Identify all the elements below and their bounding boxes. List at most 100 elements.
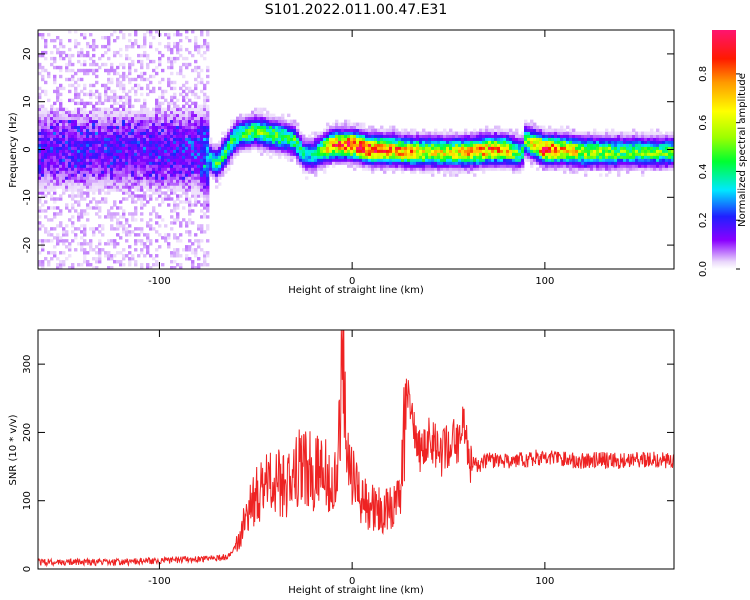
heatmap-cell: [359, 122, 363, 126]
heatmap-cell: [281, 119, 285, 124]
heatmap-cell: [284, 149, 288, 153]
heatmap-cell: [584, 167, 588, 171]
heatmap-cell: [254, 134, 258, 138]
heatmap-cell: [65, 167, 69, 171]
heatmap-cell: [653, 131, 657, 135]
heatmap-cell: [65, 170, 69, 174]
heatmap-cell: [128, 128, 132, 132]
heatmap-cell: [566, 164, 570, 168]
heatmap-cell: [68, 188, 72, 192]
heatmap-cell: [41, 140, 45, 144]
heatmap-cell: [248, 140, 252, 144]
heatmap-cell: [92, 188, 96, 192]
heatmap-cell: [185, 65, 189, 70]
heatmap-cell: [122, 134, 126, 138]
heatmap-cell: [557, 149, 561, 153]
heatmap-cell: [299, 137, 303, 141]
heatmap-cell: [203, 170, 207, 174]
heatmap-cell: [203, 92, 207, 97]
heatmap-cell: [92, 227, 96, 231]
heatmap-cell: [41, 248, 45, 252]
heatmap-cell: [257, 140, 261, 144]
heatmap-cell: [44, 146, 48, 150]
heatmap-cell: [554, 161, 558, 165]
heatmap-cell: [200, 143, 204, 147]
heatmap-cell: [461, 140, 465, 144]
heatmap-cell: [521, 155, 525, 159]
heatmap-cell: [641, 149, 645, 153]
heatmap-cell: [170, 62, 174, 67]
heatmap-cell: [95, 155, 99, 159]
heatmap-cell: [299, 134, 303, 138]
heatmap-cell: [119, 134, 123, 138]
heatmap-cell: [203, 44, 207, 49]
heatmap-cell: [101, 101, 105, 106]
heatmap-cell: [50, 194, 54, 198]
heatmap-cell: [350, 143, 354, 147]
colorbar-tick-label: 0.4: [698, 163, 709, 179]
heatmap-cell: [581, 134, 585, 138]
heatmap-cell: [116, 161, 120, 165]
heatmap-cell: [38, 116, 42, 121]
heatmap-cell: [470, 167, 474, 171]
heatmap-cell: [188, 89, 192, 94]
heatmap-cell: [146, 200, 150, 204]
heatmap-cell: [191, 203, 195, 207]
heatmap-cell: [422, 152, 426, 156]
heatmap-cell: [368, 137, 372, 141]
heatmap-cell: [377, 140, 381, 144]
heatmap-cell: [344, 158, 348, 162]
heatmap-cell: [167, 146, 171, 150]
heatmap-cell: [638, 158, 642, 162]
heatmap-cell: [548, 164, 552, 168]
heatmap-cell: [197, 191, 201, 195]
heatmap-cell: [86, 137, 90, 141]
heatmap-cell: [74, 80, 78, 85]
heatmap-cell: [149, 167, 153, 171]
heatmap-cell: [614, 143, 618, 147]
heatmap-cell: [218, 161, 222, 165]
heatmap-cell: [65, 224, 69, 228]
heatmap-cell: [86, 119, 90, 124]
y-tick-label: 10: [22, 95, 33, 108]
heatmap-cell: [230, 122, 234, 126]
heatmap-cell: [140, 179, 144, 183]
heatmap-cell: [179, 263, 183, 267]
heatmap-cell: [44, 164, 48, 168]
heatmap-cell: [470, 152, 474, 156]
heatmap-cell: [503, 155, 507, 159]
heatmap-cell: [167, 101, 171, 106]
heatmap-cell: [83, 71, 87, 76]
heatmap-cell: [107, 146, 111, 150]
heatmap-cell: [461, 152, 465, 156]
heatmap-cell: [53, 131, 57, 135]
heatmap-cell: [140, 206, 144, 210]
heatmap-cell: [479, 158, 483, 162]
heatmap-cell: [56, 92, 60, 97]
heatmap-cell: [389, 164, 393, 168]
heatmap-cell: [311, 152, 315, 156]
heatmap-cell: [92, 233, 96, 237]
heatmap-cell: [281, 128, 285, 132]
heatmap-cell: [161, 197, 165, 201]
heatmap-cell: [152, 227, 156, 231]
heatmap-cell: [167, 161, 171, 165]
heatmap-cell: [107, 56, 111, 61]
heatmap-cell: [245, 140, 249, 144]
heatmap-cell: [44, 158, 48, 162]
heatmap-cell: [131, 152, 135, 156]
heatmap-cell: [38, 71, 42, 76]
heatmap-cell: [575, 146, 579, 150]
snr-frame: [37, 329, 675, 570]
heatmap-cell: [404, 155, 408, 159]
heatmap-cell: [365, 143, 369, 147]
heatmap-cell: [176, 248, 180, 252]
heatmap-cell: [326, 122, 330, 126]
heatmap-cell: [668, 134, 672, 138]
heatmap-cell: [452, 155, 456, 159]
heatmap-cell: [197, 164, 201, 168]
heatmap-cell: [86, 134, 90, 138]
heatmap-cell: [50, 116, 54, 121]
heatmap-cell: [176, 104, 180, 109]
heatmap-cell: [62, 116, 66, 121]
